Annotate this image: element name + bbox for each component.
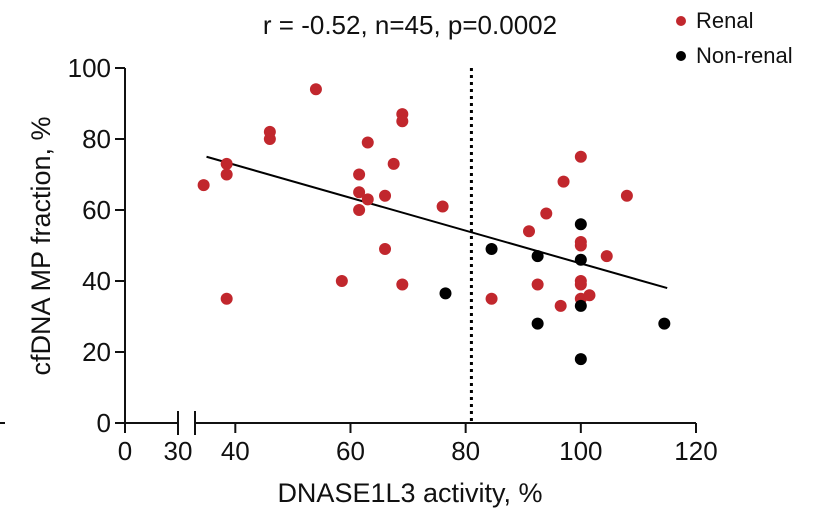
data-point-renal [309, 83, 322, 96]
data-point-renal [361, 136, 374, 149]
data-points [197, 83, 671, 366]
data-point-non-renal [531, 250, 544, 263]
y-tick-label: 0 [97, 408, 111, 438]
y-tick-label: 20 [82, 337, 111, 367]
data-point-renal [387, 157, 400, 170]
data-point-renal [600, 250, 613, 263]
x-axis-title: DNASE1L3 activity, % [277, 478, 542, 508]
data-point-renal [436, 200, 449, 213]
data-point-renal [220, 157, 233, 170]
data-point-non-renal [574, 253, 587, 266]
data-point-renal [396, 115, 409, 128]
regression-line-group [206, 155, 668, 290]
data-point-non-renal [531, 317, 544, 330]
data-point-renal [574, 150, 587, 163]
regression-line [206, 155, 668, 290]
data-point-renal [554, 299, 567, 312]
data-point-renal [531, 278, 544, 291]
data-point-non-renal [439, 287, 452, 300]
data-point-renal [557, 175, 570, 188]
x-tick-label: 60 [336, 436, 365, 466]
y-tick-label: 80 [82, 124, 111, 154]
legend-label-non-renal: Non-renal [696, 43, 793, 68]
x-tick-label: 30 [164, 436, 193, 466]
data-point-renal [396, 278, 409, 291]
data-point-renal [361, 193, 374, 206]
data-point-non-renal [574, 218, 587, 231]
x-tick-label: 0 [118, 436, 132, 466]
legend-label-renal: Renal [696, 8, 753, 33]
x-tick-label: 80 [451, 436, 480, 466]
data-point-non-renal [658, 317, 671, 330]
y-tick-label: 100 [68, 53, 111, 83]
y-axis-title: cfDNA MP fraction, % [26, 116, 56, 375]
data-point-renal [574, 239, 587, 252]
legend-marker-renal [676, 16, 686, 26]
chart-title: r = -0.52, n=45, p=0.0002 [263, 10, 557, 40]
axes: 0 20 40 60 80 100 0 30 40 60 80 100 120 [0, 53, 718, 466]
data-point-renal [574, 278, 587, 291]
data-point-renal [485, 292, 498, 305]
data-point-renal [379, 189, 392, 202]
data-point-renal [263, 133, 276, 145]
data-point-non-renal [574, 353, 587, 366]
data-point-non-renal [485, 243, 498, 256]
data-point-renal [583, 289, 596, 302]
legend-marker-non-renal [676, 51, 686, 61]
data-point-renal [540, 207, 553, 220]
data-point-renal [379, 243, 392, 256]
data-point-renal [353, 186, 366, 199]
x-tick-label: 100 [559, 436, 602, 466]
x-tick-label: 120 [674, 436, 717, 466]
data-point-renal [353, 204, 366, 216]
x-tick-label: 40 [221, 436, 250, 466]
data-point-non-renal [574, 299, 587, 312]
data-point-renal [620, 189, 633, 202]
y-tick-label: 40 [82, 266, 111, 296]
y-tick-label: 60 [82, 195, 111, 225]
data-point-renal [220, 168, 233, 181]
data-point-renal [197, 179, 210, 192]
data-point-renal [220, 292, 233, 305]
data-point-renal [353, 168, 366, 181]
legend: Renal Non-renal [676, 8, 793, 68]
data-point-renal [523, 225, 535, 238]
data-point-renal [335, 275, 348, 287]
